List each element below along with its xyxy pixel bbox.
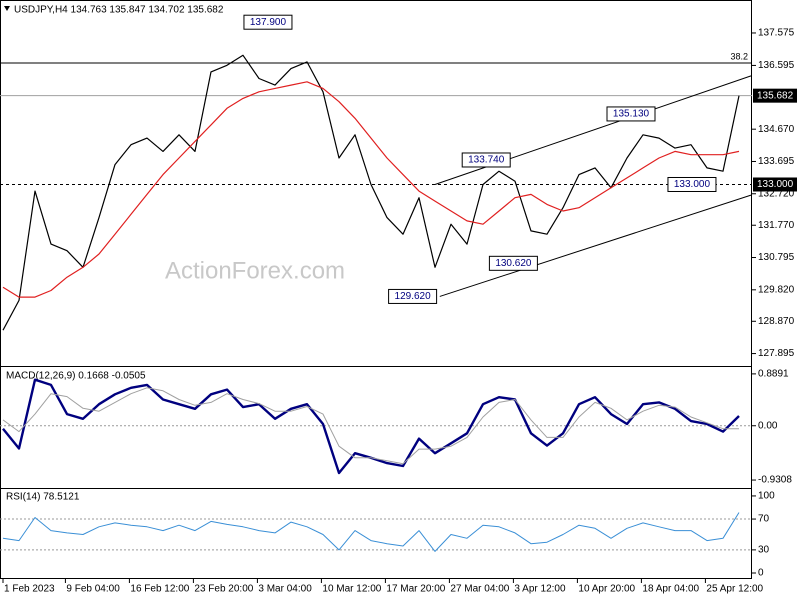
- y-tick-label: 130.795: [758, 252, 795, 263]
- annotation-box: [243, 14, 293, 30]
- series-line: [2, 512, 740, 552]
- watermark: ActionForex.com: [165, 257, 345, 284]
- annotation-box: [606, 106, 656, 122]
- x-tick-label: 25 Apr 12:00: [706, 584, 763, 595]
- annotation-box: [667, 176, 717, 192]
- x-tick-label: 16 Feb 12:00: [130, 584, 189, 595]
- x-tick-label: 10 Mar 12:00: [322, 584, 381, 595]
- y-tick-label: 133.695: [758, 156, 795, 167]
- annotation-label: 130.620: [495, 258, 532, 269]
- annotation-box: [388, 288, 438, 304]
- panel-title: RSI(14) 78.5121: [6, 492, 80, 503]
- x-tick-label: 18 Apr 04:00: [642, 584, 699, 595]
- y-tick-label: 70: [758, 514, 770, 525]
- annotation-label: 129.620: [395, 291, 432, 302]
- x-tick-label: 23 Feb 20:00: [194, 584, 253, 595]
- y-tick-label: 137.575: [758, 28, 795, 39]
- annotation-box: [461, 152, 511, 168]
- x-tick-label: 10 Apr 20:00: [578, 584, 635, 595]
- y-tick-label: -0.9308: [758, 475, 792, 486]
- panel-title: MACD(12,26,9) 0.1668 -0.0505: [6, 371, 146, 382]
- price-box-label: 133.000: [757, 179, 794, 190]
- y-tick-label: 0.8891: [758, 369, 789, 380]
- y-tick-label: 129.820: [758, 284, 795, 295]
- annotation-label: 133.740: [468, 155, 505, 166]
- annotation-label: 133.000: [674, 179, 711, 190]
- y-tick-label: 131.770: [758, 220, 795, 231]
- price-box: [753, 88, 797, 103]
- y-tick-label: 136.595: [758, 60, 795, 71]
- menu-arrow: [4, 6, 10, 11]
- annotation-label: 137.900: [250, 17, 287, 28]
- x-tick-label: 1 Feb 2023: [4, 584, 55, 595]
- y-tick-label: 134.670: [758, 124, 795, 135]
- x-tick-label: 3 Apr 12:00: [514, 584, 566, 595]
- y-tick-label: 127.895: [758, 348, 795, 359]
- y-tick-label: 0: [758, 568, 764, 579]
- series-line: [2, 54, 740, 331]
- panel-title: USDJPY,H4 134.763 135.847 134.702 135.68…: [14, 5, 224, 16]
- plot-frame: [0, 0, 752, 579]
- annotation-label: 135.130: [613, 109, 650, 120]
- series-line: [2, 81, 740, 298]
- y-tick-label: 30: [758, 545, 770, 556]
- series-line: [2, 387, 739, 465]
- y-tick-label: 100: [758, 491, 775, 502]
- price-box-label: 135.682: [757, 90, 794, 101]
- level-label: 38.2: [730, 51, 748, 61]
- y-tick-label: 132.720: [758, 188, 795, 199]
- x-tick-label: 27 Mar 04:00: [450, 584, 509, 595]
- price-box: [753, 177, 797, 192]
- y-tick-label: 0.00: [758, 420, 778, 431]
- x-tick-label: 3 Mar 04:00: [258, 584, 312, 595]
- annotation-box: [488, 255, 538, 271]
- y-tick-label: 128.870: [758, 316, 795, 327]
- x-tick-label: 9 Feb 04:00: [66, 584, 120, 595]
- x-tick-label: 17 Mar 20:00: [386, 584, 445, 595]
- trendline: [439, 194, 752, 297]
